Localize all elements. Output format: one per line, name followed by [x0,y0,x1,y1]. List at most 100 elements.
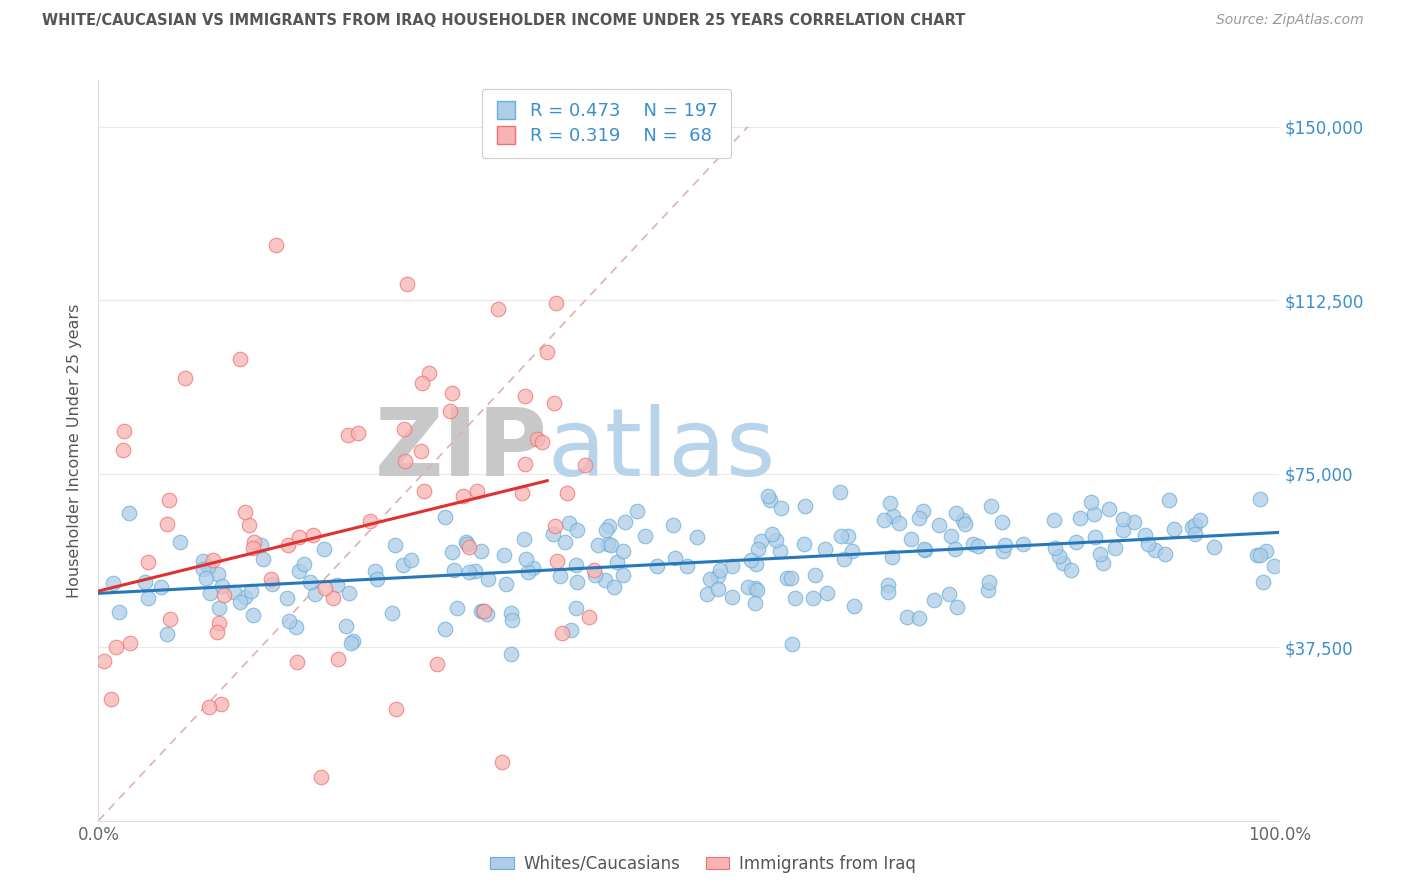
Point [326,578,349,592]
Point [744,596,766,610]
Point [453,489,475,503]
Point [517,565,540,579]
Point [793,537,815,551]
Point [879,496,901,510]
Point [515,552,537,566]
Point [394,454,416,468]
Point [235,591,257,605]
Y-axis label: Householder Income Under 25 years: Householder Income Under 25 years [67,303,83,598]
Point [409,443,432,458]
Point [661,518,683,533]
Point [780,571,803,585]
Point [1153,547,1175,561]
Point [598,519,620,533]
Point [522,561,544,575]
Point [471,604,494,618]
Point [1181,519,1204,533]
Point [676,558,699,573]
Point [157,492,180,507]
Point [612,544,634,558]
Point [709,563,731,577]
Point [828,485,851,500]
Point [943,542,966,557]
Point [260,572,283,586]
Point [560,623,582,637]
Point [156,626,179,640]
Point [1043,541,1066,556]
Point [150,580,173,594]
Point [546,554,568,568]
Point [174,371,197,385]
Point [401,553,423,567]
Point [418,366,440,380]
Point [309,770,332,784]
Point [737,581,759,595]
Point [486,302,509,317]
Point [366,572,388,586]
Point [1069,511,1091,525]
Point [1111,511,1133,525]
Point [1042,513,1064,527]
Point [240,583,263,598]
Point [208,601,231,615]
Point [501,613,523,627]
Point [745,582,768,597]
Point [1135,528,1157,542]
Point [914,543,936,558]
Point [1092,556,1115,570]
Point [302,527,325,541]
Point [138,555,160,569]
Point [756,489,779,503]
Point [761,526,783,541]
Point [285,655,308,669]
Point [612,567,634,582]
Point [564,600,586,615]
Point [749,533,772,548]
Point [962,537,984,551]
Point [1098,502,1121,516]
Point [794,499,817,513]
Point [1188,513,1211,527]
Point [924,593,946,607]
Point [472,603,495,617]
Point [197,560,219,574]
Point [441,545,464,559]
Point [470,544,492,558]
Point [908,511,931,525]
Point [1254,544,1277,558]
Point [439,404,461,418]
Point [759,493,782,508]
Point [1122,515,1144,529]
Point [543,395,565,409]
Point [837,529,859,543]
Point [515,458,537,472]
Point [1249,548,1271,562]
Point [647,558,669,573]
Text: ZIP: ZIP [374,404,547,497]
Point [336,427,359,442]
Point [842,599,865,614]
Point [243,534,266,549]
Point [721,590,744,604]
Point [740,553,762,567]
Point [342,634,364,648]
Point [426,657,449,671]
Text: WHITE/CAUCASIAN VS IMMIGRANTS FROM IRAQ HOUSEHOLDER INCOME UNDER 25 YEARS CORREL: WHITE/CAUCASIAN VS IMMIGRANTS FROM IRAQ … [42,13,966,29]
Point [337,585,360,599]
Point [634,529,657,543]
Point [229,351,252,366]
Point [1112,524,1135,538]
Point [491,755,513,769]
Point [574,458,596,472]
Point [606,555,628,569]
Text: atlas: atlas [547,404,776,497]
Point [191,554,214,568]
Point [207,567,229,582]
Point [205,624,228,639]
Point [945,507,967,521]
Point [593,573,616,587]
Point [392,558,415,573]
Point [745,557,768,571]
Point [1184,527,1206,541]
Point [297,880,319,892]
